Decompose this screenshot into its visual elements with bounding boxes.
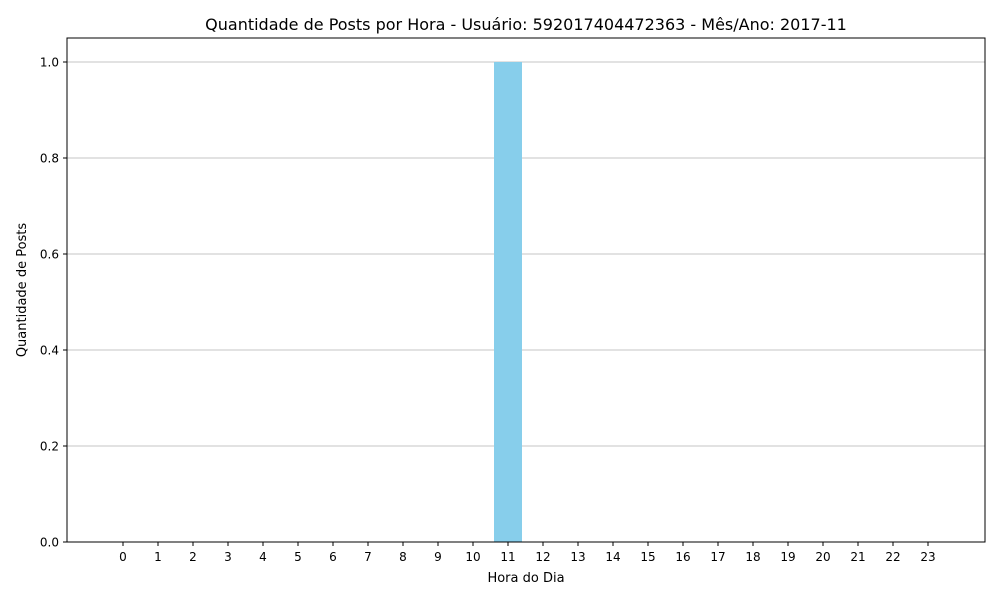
y-tick-label: 0.6 (40, 248, 59, 262)
y-tick-label: 0.0 (40, 536, 59, 550)
chart-title: Quantidade de Posts por Hora - Usuário: … (205, 15, 847, 34)
bars (494, 62, 522, 542)
y-axis: 0.0 0.2 0.4 0.6 0.8 1.0 (40, 56, 67, 550)
y-tick-label: 0.8 (40, 152, 59, 166)
x-tick-label: 2 (189, 550, 197, 564)
x-tick-label: 15 (640, 550, 655, 564)
x-tick-label: 23 (920, 550, 935, 564)
x-tick-label: 0 (119, 550, 127, 564)
x-axis-label: Hora do Dia (487, 571, 564, 586)
x-tick-label: 11 (500, 550, 515, 564)
x-tick-label: 14 (605, 550, 620, 564)
x-tick-label: 10 (465, 550, 480, 564)
x-tick-label: 1 (154, 550, 162, 564)
x-tick-label: 7 (364, 550, 372, 564)
x-tick-label: 17 (710, 550, 725, 564)
x-tick-label: 3 (224, 550, 232, 564)
x-tick-label: 5 (294, 550, 302, 564)
y-tick-label: 0.4 (40, 344, 59, 358)
x-tick-label: 8 (399, 550, 407, 564)
x-tick-label: 19 (780, 550, 795, 564)
y-gridlines (67, 61, 985, 447)
x-tick-label: 18 (745, 550, 760, 564)
x-tick-label: 6 (329, 550, 337, 564)
y-tick-label: 1.0 (40, 56, 59, 70)
x-tick-label: 16 (675, 550, 690, 564)
x-tick-label: 22 (885, 550, 900, 564)
y-tick-label: 0.2 (40, 440, 59, 454)
x-tick-label: 13 (570, 550, 585, 564)
x-tick-label: 9 (434, 550, 442, 564)
plot-frame (66, 37, 986, 543)
bar (494, 62, 522, 542)
x-tick-label: 4 (259, 550, 267, 564)
x-tick-label: 20 (815, 550, 830, 564)
y-axis-label: Quantidade de Posts (15, 223, 30, 358)
x-axis: 0 1 2 3 4 5 6 7 8 9 10 11 12 13 14 15 16 17 18 19 20 21 22 23 (119, 542, 936, 564)
x-tick-label: 12 (535, 550, 550, 564)
x-tick-label: 21 (850, 550, 865, 564)
